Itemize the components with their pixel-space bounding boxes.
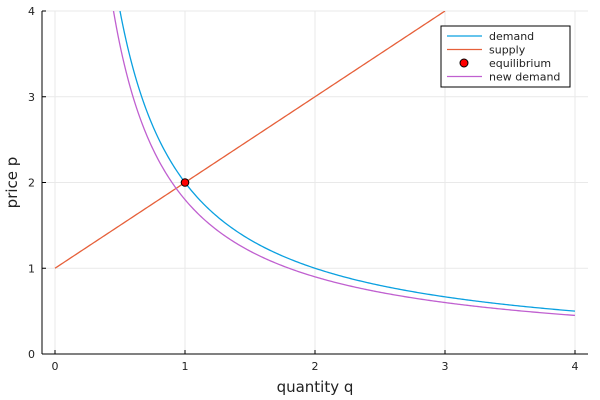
series-line-demand [119, 11, 576, 312]
legend-swatch-equilibrium [459, 58, 469, 68]
y-axis-title: price p [3, 157, 21, 209]
y-tick-label: 1 [28, 262, 35, 275]
series-line-supply [54, 11, 446, 269]
axes: 0 1 2 3 4 0 1 2 3 4 [28, 5, 588, 373]
x-tick-label: 2 [312, 360, 319, 373]
x-tick-label: 1 [182, 360, 189, 373]
legend-label-supply: supply [489, 44, 526, 57]
x-tick-label: 0 [52, 360, 59, 373]
plot-series [54, 11, 576, 317]
legend-label-new-demand: new demand [489, 71, 560, 84]
y-tick-label: 0 [28, 348, 35, 361]
legend-label-equilibrium: equilibrium [489, 57, 551, 70]
x-tick-label: 3 [442, 360, 449, 373]
y-tick-label: 4 [28, 5, 35, 18]
x-axis-title: quantity q [277, 378, 354, 396]
y-tick-label: 2 [28, 177, 35, 190]
series-line-new-demand [112, 11, 576, 317]
x-tick-label: 4 [572, 360, 579, 373]
legend-label-demand: demand [489, 30, 534, 43]
point-equilibrium [180, 178, 190, 187]
y-tick-label: 3 [28, 91, 35, 104]
